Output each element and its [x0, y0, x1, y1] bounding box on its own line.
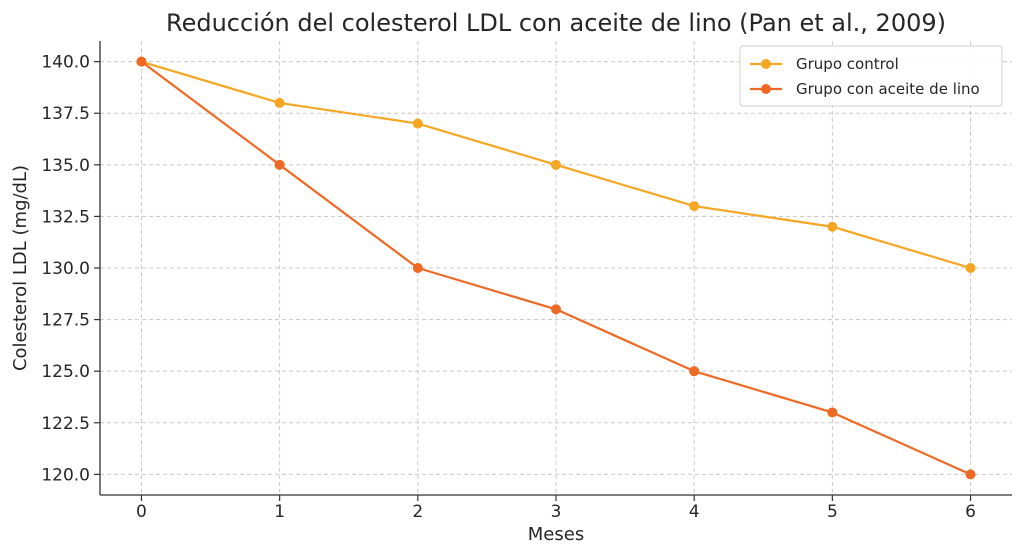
- legend-entry: Grupo control: [750, 55, 899, 73]
- data-point: [412, 263, 423, 273]
- data-point: [689, 201, 700, 212]
- y-axis-label: Colesterol LDL (mg/dL): [10, 165, 31, 371]
- x-axis-ticks: 0 1 2 3 4 5 6: [136, 495, 976, 522]
- legend: Grupo control Grupo con aceite de lino: [739, 45, 1003, 107]
- y-axis-ticks: 120.0 122.5 125.0 127.5 130.0 132.5 135.0 137.5…: [41, 53, 100, 485]
- y-tick-label: 125.0: [41, 362, 90, 382]
- x-tick-label: 5: [827, 502, 838, 522]
- y-tick-label: 130.0: [41, 259, 90, 279]
- x-tick-label: 4: [689, 502, 700, 522]
- legend-box: [739, 45, 1003, 107]
- x-tick-label: 2: [412, 502, 423, 522]
- legend-point-marker: [761, 59, 771, 69]
- chart-title: Reducción del colesterol LDL con aceite …: [166, 9, 946, 37]
- x-tick-label: 3: [551, 502, 562, 522]
- grid: [100, 41, 1012, 495]
- y-tick-label: 135.0: [41, 156, 90, 176]
- data-point: [412, 118, 423, 129]
- y-tick-label: 137.5: [41, 104, 90, 124]
- data-point: [827, 221, 838, 232]
- legend-label: Grupo con aceite de lino: [796, 80, 980, 98]
- y-tick-label: 132.5: [41, 207, 90, 227]
- data-point: [827, 407, 838, 418]
- data-point: [274, 97, 285, 108]
- data-point: [551, 159, 561, 170]
- y-tick-label: 127.5: [41, 311, 90, 331]
- x-tick-label: 6: [965, 502, 976, 522]
- y-tick-label: 120.0: [41, 465, 90, 485]
- data-point: [274, 159, 285, 170]
- x-tick-label: 1: [274, 502, 285, 522]
- data-point: [965, 263, 976, 273]
- data-point: [551, 304, 561, 315]
- legend-point-marker: [761, 84, 771, 94]
- legend-entry: Grupo con aceite de lino: [750, 80, 980, 98]
- series-2: [136, 56, 976, 480]
- data-point: [689, 366, 700, 377]
- series-layer: [136, 56, 976, 480]
- x-tick-label: 0: [136, 502, 147, 522]
- x-axis-label: Meses: [528, 524, 584, 545]
- data-point: [965, 469, 976, 480]
- data-point: [136, 56, 147, 67]
- y-tick-label: 122.5: [41, 414, 90, 434]
- legend-label: Grupo control: [796, 55, 899, 73]
- y-tick-label: 140.0: [41, 53, 90, 73]
